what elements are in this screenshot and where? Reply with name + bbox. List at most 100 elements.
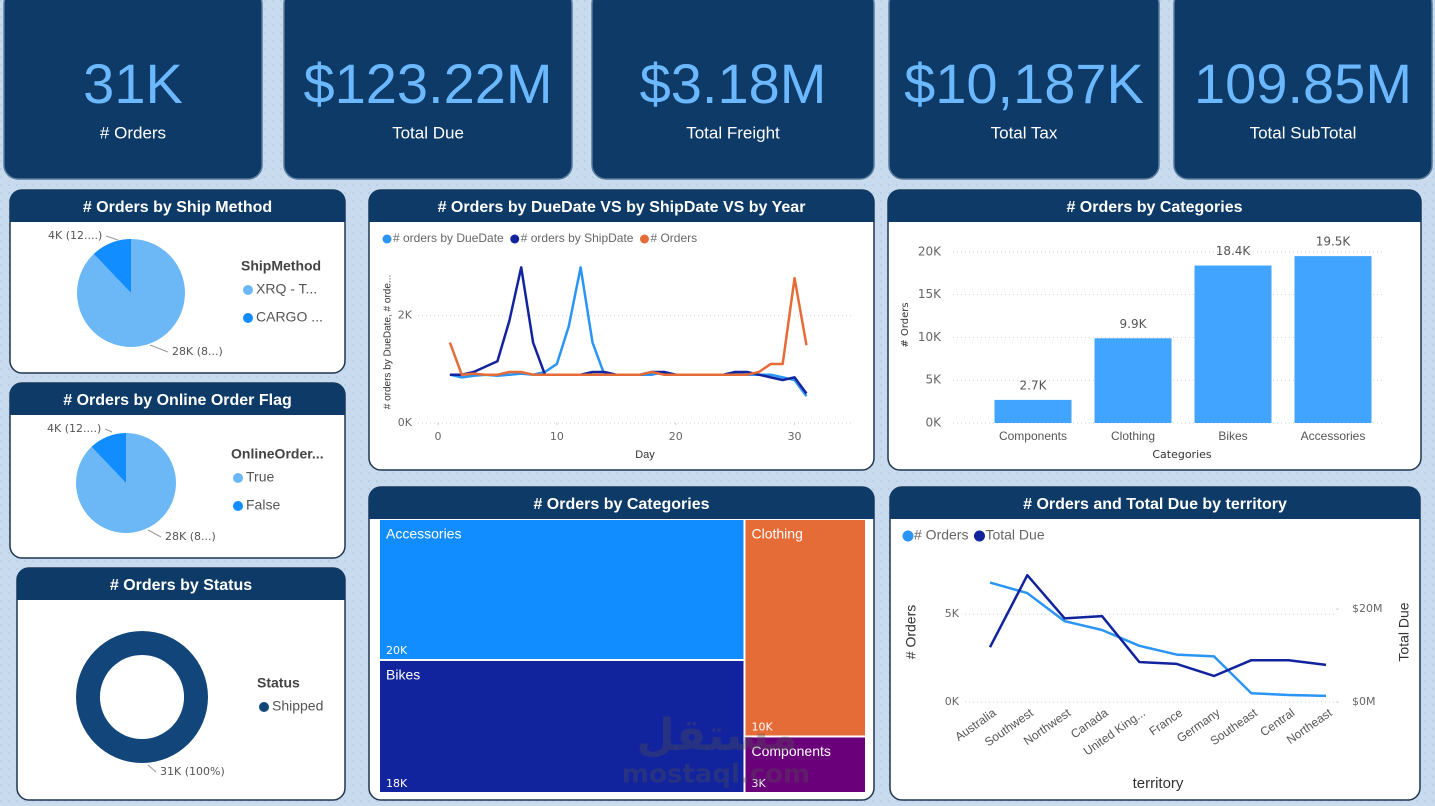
panel-title: # Orders by Categories [1066, 199, 1242, 216]
legend-marker [243, 285, 253, 295]
panel-title: # Orders by Categories [533, 496, 709, 513]
pie-slice [91, 433, 126, 483]
panel-header [369, 190, 874, 222]
data-label: 18.4K [1216, 244, 1252, 258]
panel-title: # Orders by Online Order Flag [63, 392, 292, 409]
legend-label: CARGO ... [256, 309, 323, 325]
y-tick-label: 0K [945, 695, 960, 708]
kpi-label: Total Tax [991, 123, 1058, 142]
panel-header [10, 383, 345, 415]
y2-tick-label: $0M [1352, 695, 1376, 708]
x-tick-label: Accessories [1301, 429, 1366, 443]
data-label: 19.5K [1316, 235, 1352, 249]
kpi-card [1173, 0, 1433, 180]
data-label: 10K [751, 720, 773, 733]
kpi-label: Total Freight [686, 123, 780, 142]
legend-label: # orders by ShipDate [521, 231, 634, 245]
y-axis-title: # Orders [900, 302, 911, 347]
x-tick-label: 20 [669, 430, 683, 443]
x-axis-title: territory [1133, 775, 1184, 792]
y-tick-label: 5K [945, 607, 960, 620]
leader-line [147, 529, 162, 538]
leader-line [147, 764, 157, 773]
y-axis-title: # Orders [903, 605, 919, 659]
legend-marker [382, 234, 392, 244]
panel-title: # Orders by DueDate VS by ShipDate VS by… [438, 199, 806, 216]
legend-label: # Orders [650, 231, 697, 245]
panel [889, 486, 1421, 801]
legend-label: XRQ - T... [256, 281, 317, 297]
data-label: 28K (8...) [165, 530, 216, 543]
x-axis-title: Categories [1152, 448, 1212, 461]
y2-axis-title: Total Due [1396, 602, 1412, 661]
legend-label: # Orders [914, 527, 968, 543]
legend-label: True [246, 469, 274, 485]
x-tick-label: Clothing [1111, 429, 1155, 443]
series-line [988, 573, 1327, 678]
legend-label: False [246, 497, 280, 513]
data-label: 2.7K [1020, 378, 1048, 392]
x-tick-label: 10 [550, 430, 564, 443]
legend-marker [233, 473, 243, 483]
data-label: 18K [386, 777, 408, 790]
y-tick-label: 0K [398, 416, 413, 429]
pie-slice [93, 239, 131, 293]
kpi-card [283, 0, 573, 180]
data-label: 20K [386, 644, 408, 657]
panel-title: # Orders by Ship Method [83, 199, 272, 216]
panel-header [890, 487, 1420, 519]
legend-marker [510, 234, 520, 244]
kpi-card [3, 0, 263, 180]
bar [1294, 256, 1372, 423]
kpi-value: $10,187K [904, 52, 1144, 115]
leader-line [105, 235, 119, 241]
treemap-tile [745, 737, 865, 792]
data-label: 28K (8...) [172, 345, 223, 358]
tile-label: Accessories [386, 526, 461, 542]
legend-marker [259, 702, 269, 712]
bar [994, 399, 1072, 423]
legend-marker [243, 313, 253, 323]
data-label: 31K (100%) [160, 765, 225, 778]
watermark: مستقل [637, 710, 798, 761]
kpi-value: 109.85M [1194, 52, 1412, 115]
y-tick-label: 20K [918, 244, 942, 258]
legend-label: Total Due [985, 527, 1044, 543]
legend-marker [639, 234, 649, 244]
legend-title: Status [257, 675, 300, 691]
legend-title: OnlineOrder... [231, 446, 324, 462]
leader-line [104, 428, 113, 433]
y-tick-label: 2K [398, 309, 413, 322]
kpi-value: $3.18M [640, 52, 827, 115]
y-tick-label: 0K [925, 416, 942, 430]
legend-label: Shipped [272, 698, 323, 714]
bar [1194, 265, 1272, 423]
leader-line [149, 344, 169, 353]
x-tick-label: 30 [788, 430, 802, 443]
tile-label: Clothing [751, 526, 802, 542]
kpi-card [591, 0, 875, 180]
kpi-label: # Orders [100, 123, 166, 142]
data-label: 4K (12....) [48, 229, 102, 242]
y2-tick-label: $20M [1352, 602, 1383, 615]
panel-header [369, 487, 874, 519]
data-label: 9.9K [1120, 317, 1148, 331]
data-label: 4K (12....) [47, 422, 101, 435]
legend-marker [902, 530, 914, 542]
watermark: mostaql.com [622, 760, 810, 790]
legend-label: # orders by DueDate [393, 231, 504, 245]
panel-header [10, 190, 345, 222]
y-tick-label: 5K [925, 373, 942, 387]
legend-marker [973, 530, 985, 542]
x-tick-label: Components [999, 429, 1067, 443]
y-tick-label: 10K [918, 330, 942, 344]
x-tick-label: Bikes [1218, 429, 1247, 443]
panel-title: # Orders and Total Due by territory [1023, 496, 1287, 513]
series-line [448, 276, 808, 376]
panel-header [17, 568, 345, 600]
kpi-label: Total Due [392, 123, 464, 142]
legend-marker [233, 501, 243, 511]
kpi-card [888, 0, 1160, 180]
panel-header [888, 190, 1421, 222]
